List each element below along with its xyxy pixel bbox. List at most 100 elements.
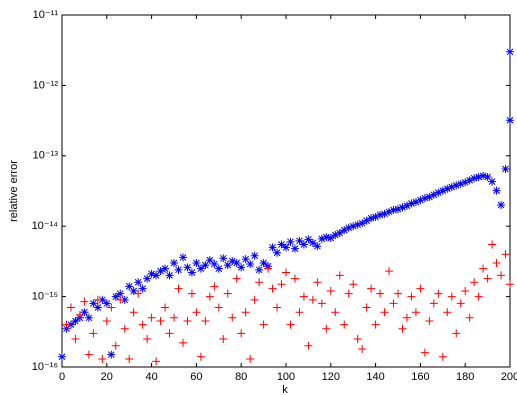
data-point	[479, 171, 488, 180]
data-point	[385, 267, 394, 276]
x-tick-label: 80	[235, 371, 247, 383]
data-point	[326, 233, 335, 242]
data-point	[461, 178, 470, 187]
data-point	[353, 220, 362, 229]
data-point	[483, 172, 492, 181]
y-tick-label: 10⁻¹²	[33, 79, 59, 91]
data-point	[308, 238, 317, 247]
data-point	[376, 289, 385, 298]
data-point	[438, 352, 447, 361]
x-tick-label: 140	[366, 371, 384, 383]
data-point	[214, 264, 223, 273]
data-point	[134, 278, 143, 287]
data-point	[358, 345, 367, 354]
data-point	[75, 310, 84, 319]
data-point	[89, 299, 98, 308]
data-point	[497, 201, 506, 210]
data-point	[358, 219, 367, 228]
data-point	[299, 240, 308, 249]
data-point	[362, 216, 371, 225]
data-point	[335, 271, 344, 280]
data-point	[250, 251, 259, 260]
data-point	[214, 303, 223, 312]
data-point	[223, 261, 232, 270]
data-point	[174, 284, 183, 293]
data-point	[317, 299, 326, 308]
data-point	[474, 172, 483, 181]
data-point	[111, 341, 120, 350]
data-point	[447, 183, 456, 192]
data-point	[71, 317, 80, 326]
data-point	[349, 222, 358, 231]
data-point	[259, 320, 268, 329]
data-point	[353, 334, 362, 343]
data-point	[165, 329, 174, 338]
data-point	[425, 317, 434, 326]
data-point	[138, 320, 147, 329]
data-point	[497, 271, 506, 280]
data-point	[367, 214, 376, 223]
data-point	[228, 313, 237, 322]
data-point	[116, 289, 125, 298]
data-point	[201, 261, 210, 270]
data-point	[219, 334, 228, 343]
data-point	[304, 341, 313, 350]
data-point	[474, 292, 483, 301]
data-point	[187, 289, 196, 298]
data-point	[129, 287, 138, 296]
x-axis-label: k	[282, 384, 288, 395]
data-point	[452, 181, 461, 190]
data-point	[210, 282, 219, 291]
data-point	[367, 284, 376, 293]
data-point	[98, 354, 107, 363]
data-point	[407, 199, 416, 208]
data-point	[205, 256, 214, 265]
data-point	[313, 278, 322, 287]
data-point	[183, 263, 192, 272]
data-point	[295, 308, 304, 317]
data-point	[443, 308, 452, 317]
data-point	[129, 308, 138, 317]
y-axis-label: relative error	[8, 160, 20, 222]
data-point	[461, 287, 470, 296]
data-point	[232, 274, 241, 283]
data-point	[58, 352, 66, 361]
data-point	[389, 205, 398, 214]
data-point	[66, 303, 75, 312]
data-point	[102, 317, 111, 326]
data-point	[178, 338, 187, 347]
data-point	[331, 308, 340, 317]
data-point	[456, 179, 465, 188]
data-point	[420, 348, 429, 357]
data-point	[488, 240, 497, 249]
data-point	[241, 308, 250, 317]
data-point	[420, 194, 429, 203]
data-point	[402, 201, 411, 210]
data-point	[170, 259, 178, 268]
data-point	[71, 334, 80, 343]
x-tick-label: 180	[456, 371, 474, 383]
y-tick-label: 10⁻¹³	[33, 150, 59, 162]
data-point	[331, 230, 340, 239]
data-point	[268, 284, 277, 293]
data-point	[506, 280, 514, 289]
data-point	[143, 274, 152, 283]
data-point	[452, 329, 461, 338]
data-point	[161, 303, 170, 312]
data-point	[223, 289, 232, 298]
data-point	[273, 248, 282, 257]
data-point	[416, 196, 425, 205]
data-point	[429, 190, 438, 199]
y-tick-label: 10⁻¹⁶	[32, 361, 58, 373]
data-point	[116, 295, 125, 304]
data-point	[322, 233, 331, 242]
data-point	[447, 292, 456, 301]
data-point	[398, 203, 407, 212]
data-point	[174, 265, 183, 274]
data-point	[465, 313, 474, 322]
data-point	[93, 295, 102, 304]
data-point	[84, 350, 93, 359]
plot-frame	[61, 14, 511, 368]
